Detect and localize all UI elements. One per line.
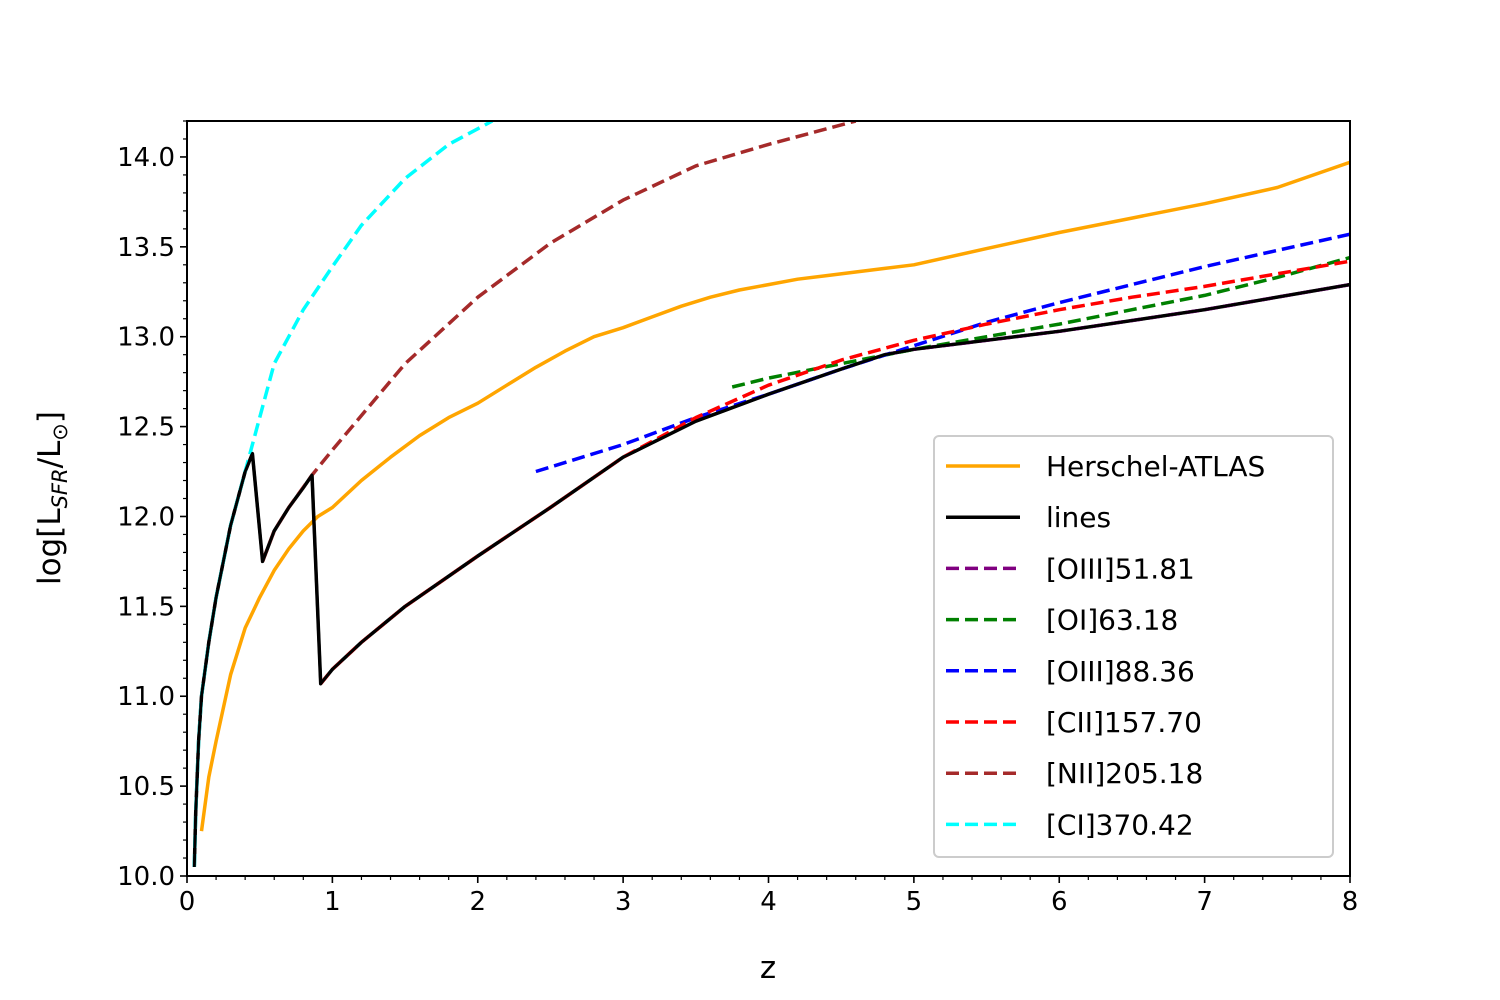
y-tick-label: 12.5 xyxy=(117,413,175,443)
x-tick-label: 3 xyxy=(615,887,632,917)
y-tick-label: 11.0 xyxy=(117,682,175,712)
y-tick-label: 14.0 xyxy=(117,143,175,173)
legend-label: [OIII]51.81 xyxy=(1046,552,1195,585)
y-tick-label: 13.5 xyxy=(117,233,175,263)
series-line-lines-overlay xyxy=(192,283,1350,868)
series-layer xyxy=(192,121,1350,868)
y-tick-label: 10.5 xyxy=(117,772,175,802)
y-axis-label-suffix: ] xyxy=(32,411,68,423)
y-axis-label-prefix: log[L xyxy=(32,508,68,585)
x-tick-label: 2 xyxy=(469,887,486,917)
y-axis-label-mid: /L xyxy=(32,440,68,468)
legend-label: [CI]370.42 xyxy=(1046,808,1194,841)
series-line-oiii-88-36 xyxy=(535,232,1350,474)
series-line-herschel-atlas xyxy=(199,160,1350,832)
y-axis-label: log[LSFR/L⊙] xyxy=(32,411,72,585)
legend-label: lines xyxy=(1046,501,1111,534)
y-axis: 10.0 10.5 11.0 11.5 12.0 12.5 13.0 13.5 14.0 xyxy=(117,120,187,892)
legend-label: [NII]205.18 xyxy=(1046,757,1203,790)
x-tick-label: 4 xyxy=(760,887,777,917)
y-tick-label: 11.5 xyxy=(117,592,175,622)
y-axis-label-sub: SFR xyxy=(48,468,72,508)
series-line-nii-205-18 xyxy=(260,121,857,563)
y-axis-label-sub2: ⊙ xyxy=(48,423,72,441)
series-line-oi-63-18 xyxy=(731,255,1350,389)
y-tick-label: 10.0 xyxy=(117,862,175,892)
legend-box xyxy=(933,435,1334,858)
x-tick-label: 8 xyxy=(1342,887,1359,917)
legend: Herschel-ATLAS lines [OIII]51.81 [OI]63.18 [… xyxy=(933,435,1334,858)
y-tick-label: 13.0 xyxy=(117,323,175,353)
x-tick-label: 0 xyxy=(179,887,196,917)
x-tick-label: 7 xyxy=(1196,887,1213,917)
x-tick-label: 5 xyxy=(906,887,923,917)
x-tick-label: 1 xyxy=(324,887,341,917)
x-tick-label: 6 xyxy=(1051,887,1068,917)
x-axis-label: z xyxy=(760,950,776,986)
legend-label: [OI]63.18 xyxy=(1046,604,1178,637)
x-axis: 0 1 2 3 4 5 6 7 8 xyxy=(179,876,1359,917)
y-tick-label: 12.0 xyxy=(117,502,175,532)
legend-label: [CII]157.70 xyxy=(1046,706,1202,739)
legend-label: Herschel-ATLAS xyxy=(1046,450,1265,483)
legend-label: [OIII]88.36 xyxy=(1046,655,1195,688)
